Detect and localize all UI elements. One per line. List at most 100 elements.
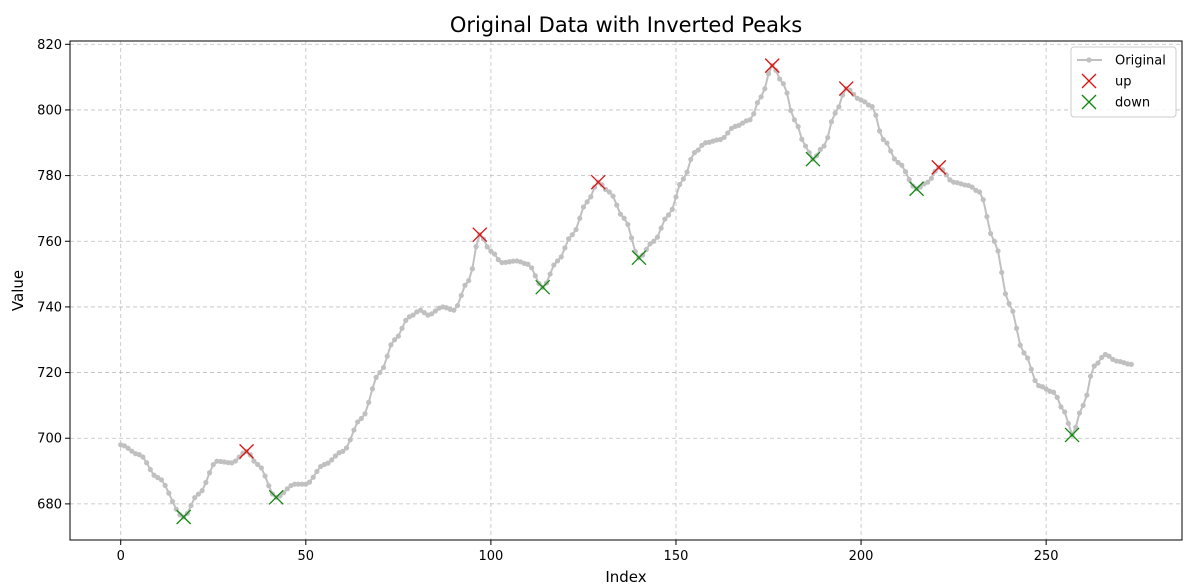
series-original-point (251, 458, 257, 464)
y-tick-label: 720 (37, 366, 62, 381)
series-original-point (1065, 420, 1071, 427)
y-axis-title: Value (9, 270, 27, 311)
series-original-point (310, 474, 316, 480)
series-original-point (1010, 308, 1016, 314)
series-original-point (510, 258, 516, 264)
series-original-point (499, 259, 505, 266)
legend-dot-swatch (1086, 57, 1092, 63)
series-original-point (825, 134, 831, 141)
series-original-point (558, 254, 564, 260)
series-original-point (721, 134, 727, 141)
x-axis-title: Index (605, 568, 646, 586)
series-original-point (332, 453, 339, 459)
series-original-point (525, 261, 531, 267)
series-original-point (780, 81, 786, 87)
series-original-point (314, 468, 320, 475)
legend: Original up down (1070, 46, 1177, 118)
series-original-point (899, 162, 905, 168)
series-original-point (469, 266, 475, 272)
series-original-point (906, 176, 912, 183)
series-original-point (1087, 373, 1094, 379)
series-original-point (891, 156, 897, 162)
series-original-point (340, 448, 346, 454)
y-tick-label: 700 (37, 432, 62, 447)
series-original-point (625, 221, 631, 228)
series-original-point (677, 181, 683, 188)
y-tick-label: 820 (37, 38, 62, 53)
series-original-point (214, 458, 220, 464)
series-original-point (410, 312, 416, 318)
series-original-point (658, 225, 664, 231)
series-original-point (392, 337, 398, 343)
series-original-point (262, 473, 268, 479)
series-original-point (662, 216, 668, 222)
series-original-point (599, 182, 605, 188)
series-original-point (373, 374, 379, 380)
series-original-point (355, 419, 361, 425)
series-original-point (236, 454, 242, 460)
series-layer (118, 58, 1134, 525)
series-original-point (554, 258, 561, 264)
series-original-point (980, 197, 986, 203)
series-original-point (369, 386, 376, 392)
series-original-point (725, 130, 731, 136)
series-original-point (884, 140, 890, 146)
series-original-point (684, 169, 690, 175)
series-original-point (999, 269, 1005, 276)
series-original-point (188, 502, 194, 509)
series-original-point (1006, 301, 1012, 307)
series-original-point (654, 234, 661, 240)
series-original-point (1080, 402, 1086, 409)
series-original-point (784, 90, 790, 96)
series-original-point (366, 399, 372, 405)
series-up-marker (590, 174, 606, 190)
series-original-point (1095, 360, 1101, 366)
series-original-point (466, 278, 472, 284)
series-original-point (751, 111, 757, 117)
series-original-point (621, 215, 627, 221)
series-original-point (765, 71, 772, 77)
x-tick-label: 0 (117, 549, 125, 564)
series-original-point (1050, 389, 1057, 395)
legend-x-swatch (1081, 94, 1097, 110)
series-original-point (429, 311, 435, 317)
series-original-point (817, 146, 823, 153)
series-original-point (210, 462, 216, 468)
series-original-point (991, 238, 997, 244)
x-tick-label: 250 (1034, 549, 1059, 564)
series-original-point (292, 481, 298, 487)
series-original-point (1076, 410, 1083, 416)
series-original-point (791, 117, 798, 123)
series-original-point (458, 292, 464, 299)
series-original-point (995, 248, 1001, 254)
series-original-point (984, 214, 990, 220)
series-original-point (1091, 363, 1097, 369)
series-original-point (329, 457, 335, 463)
series-original-point (665, 212, 672, 218)
series-original-point (880, 136, 886, 143)
series-original-point (577, 215, 583, 221)
series-original-point (569, 232, 575, 238)
series-original-point (284, 486, 290, 492)
series-original-point (140, 454, 146, 460)
series-original-point (225, 459, 231, 466)
series-original-point (828, 119, 835, 125)
series-original-point (206, 470, 213, 476)
plot-frame (69, 40, 1183, 541)
series-up-marker (239, 443, 255, 459)
series-original-point (484, 244, 490, 250)
x-tick-label: 100 (478, 549, 503, 564)
series-original-point (451, 307, 457, 313)
y-tick-label: 760 (37, 235, 62, 250)
series-original-point (566, 236, 572, 242)
series-original-point (588, 194, 594, 200)
series-original-point (1025, 355, 1031, 361)
series-original-point (547, 271, 553, 277)
series-up-marker (838, 81, 854, 97)
series-original-point (873, 112, 879, 118)
series-original-point (799, 136, 805, 142)
series-original-point (432, 308, 438, 314)
y-tick-label: 740 (37, 300, 62, 315)
axis-ticks: 0 50 100 150 200 250 680 700 720 740 760 780 800 820 (37, 38, 1058, 564)
